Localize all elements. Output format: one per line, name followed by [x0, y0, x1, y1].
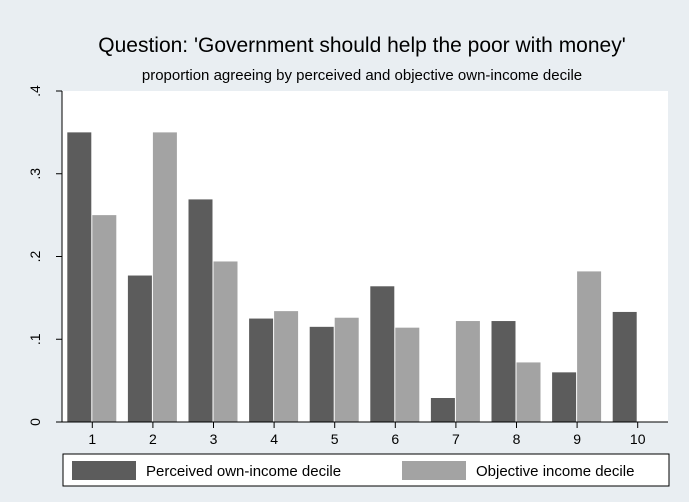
legend-label-perceived: Perceived own-income decile — [146, 463, 341, 480]
bar-perceived-4 — [249, 318, 274, 422]
legend-swatch-perceived — [72, 461, 136, 480]
bar-perceived-6 — [370, 286, 395, 422]
bars-group — [67, 132, 637, 422]
legend-box — [62, 453, 670, 487]
x-tick-label-7: 7 — [452, 431, 460, 447]
y-tick-label-1: .1 — [27, 333, 43, 345]
legend-label-objective: Objective income decile — [476, 463, 634, 480]
bar-objective-7 — [455, 321, 480, 422]
bar-objective-4 — [274, 311, 299, 422]
bar-perceived-1 — [67, 132, 92, 422]
y-axis-ticks: 0 .1 .2 .3 .4 — [27, 85, 62, 426]
bar-perceived-9 — [552, 372, 577, 422]
chart-title: Question: 'Government should help the po… — [98, 34, 625, 57]
x-tick-label-10: 10 — [630, 431, 646, 447]
y-tick-label-4: .4 — [27, 85, 43, 97]
bar-perceived-8 — [491, 321, 516, 422]
bar-perceived-7 — [430, 398, 455, 422]
x-tick-label-3: 3 — [210, 431, 218, 447]
x-tick-label-5: 5 — [331, 431, 339, 447]
y-tick-label-3: .3 — [27, 168, 43, 180]
bar-objective-8 — [516, 362, 541, 422]
legend-swatch-objective — [402, 461, 466, 480]
bar-objective-9 — [577, 271, 602, 422]
x-tick-label-8: 8 — [513, 431, 521, 447]
chart-subtitle: proportion agreeing by perceived and obj… — [142, 67, 582, 84]
y-tick-label-0: 0 — [27, 418, 43, 426]
bar-objective-3 — [213, 261, 238, 422]
legend: Perceived own-income decile Objective in… — [62, 453, 670, 487]
x-tick-label-1: 1 — [88, 431, 96, 447]
x-axis-ticks: 1 2 3 4 5 6 7 8 9 10 — [88, 422, 646, 447]
bar-perceived-10 — [612, 311, 637, 422]
bar-perceived-5 — [309, 326, 334, 422]
x-tick-label-6: 6 — [391, 431, 399, 447]
x-tick-label-2: 2 — [149, 431, 157, 447]
bar-perceived-3 — [188, 199, 213, 422]
x-tick-label-4: 4 — [270, 431, 278, 447]
bar-perceived-2 — [127, 275, 152, 422]
bar-objective-2 — [152, 132, 177, 422]
bar-objective-5 — [334, 317, 359, 422]
bar-objective-6 — [395, 327, 420, 422]
y-tick-label-2: .2 — [27, 250, 43, 262]
bar-objective-1 — [92, 215, 117, 422]
x-tick-label-9: 9 — [573, 431, 581, 447]
